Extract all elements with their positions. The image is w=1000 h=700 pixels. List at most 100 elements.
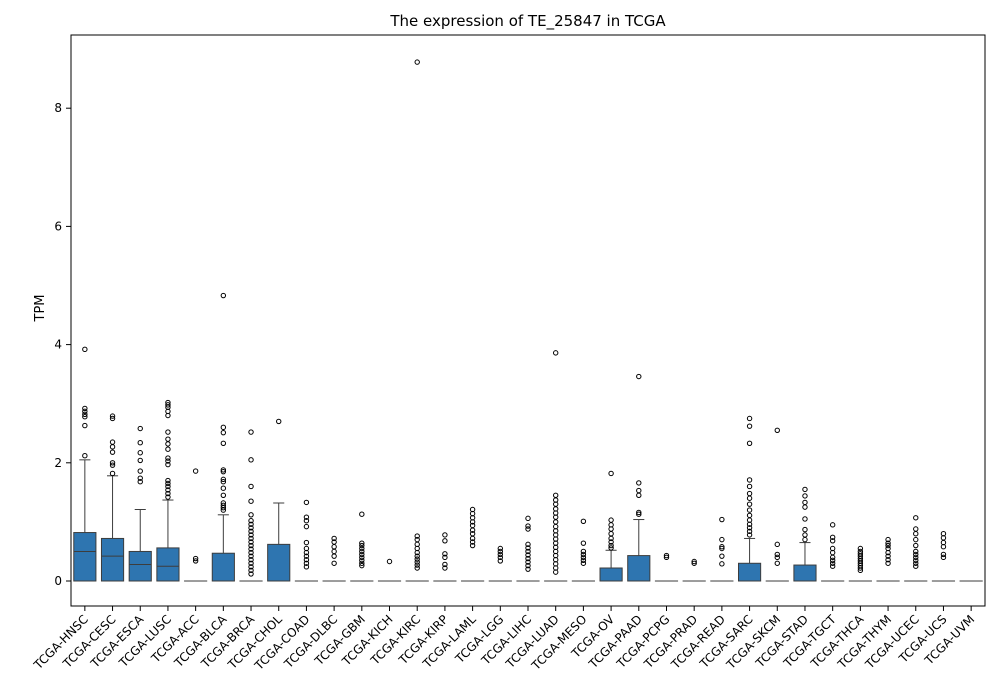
outlier-point <box>248 564 254 570</box>
outlier-point <box>137 440 143 446</box>
outlier-point <box>802 499 808 506</box>
outlier-point <box>359 542 365 549</box>
outlier-point <box>663 554 670 561</box>
outlier-point <box>248 571 254 577</box>
outlier-point <box>913 554 919 561</box>
outlier-point <box>746 483 753 490</box>
outlier-point <box>414 565 420 571</box>
outlier-point <box>248 429 254 435</box>
y-axis-label: TPM <box>33 295 48 323</box>
outlier-point <box>691 560 697 566</box>
outlier-point <box>82 346 88 353</box>
outlier-point <box>414 59 420 65</box>
outlier-point <box>303 518 310 524</box>
outlier-point <box>109 439 116 445</box>
outlier-point <box>359 560 365 566</box>
outlier-point <box>165 399 171 406</box>
outlier-point <box>746 495 753 501</box>
outlier-point <box>109 444 116 450</box>
outlier-point <box>636 509 642 516</box>
outlier-point <box>248 549 254 556</box>
box <box>100 537 125 582</box>
outlier-point <box>137 450 143 456</box>
outlier-point <box>608 517 614 523</box>
outlier-point <box>248 528 254 535</box>
outlier-point <box>165 441 171 447</box>
outlier-point <box>608 531 614 537</box>
outlier-point <box>192 558 199 564</box>
outlier-point <box>303 545 310 552</box>
outlier-point <box>857 545 864 552</box>
outlier-point <box>469 542 476 549</box>
chart-title: The expression of TE_25847 in TCGA <box>389 12 666 31</box>
outlier-point <box>165 461 171 468</box>
outlier-point <box>913 557 919 564</box>
outlier-point <box>636 480 642 486</box>
outlier-point <box>248 560 254 566</box>
outlier-point <box>359 554 365 561</box>
outlier-point <box>774 427 780 433</box>
outlier-point <box>303 539 310 546</box>
outlier-point <box>829 554 836 561</box>
outlier-point <box>137 425 143 432</box>
outlier-point <box>165 458 171 464</box>
outlier-point <box>802 532 808 538</box>
outlier-point <box>220 476 227 483</box>
outlier-point <box>746 501 753 507</box>
outlier-point <box>303 564 310 570</box>
outlier-point <box>525 562 531 569</box>
outlier-point <box>580 554 587 561</box>
outlier-point <box>165 477 171 484</box>
outlier-point <box>109 415 116 422</box>
outlier-point <box>220 485 227 491</box>
outlier-point <box>359 548 365 555</box>
outlier-point <box>248 512 254 518</box>
outlier-point <box>829 522 836 528</box>
outlier-point <box>442 565 448 571</box>
outlier-point <box>746 525 753 531</box>
outlier-point <box>303 499 310 506</box>
outlier-point <box>774 554 780 561</box>
outlier-point <box>913 563 919 569</box>
box <box>73 532 97 582</box>
outlier-point <box>442 554 448 561</box>
outlier-point <box>940 554 947 561</box>
y-tick-label: 6 <box>54 219 62 233</box>
outlier-point <box>248 539 254 545</box>
box <box>267 543 291 582</box>
outlier-point <box>359 557 365 564</box>
outlier-point <box>857 548 864 555</box>
outlier-point <box>82 422 88 429</box>
outlier-point <box>192 555 199 562</box>
outlier-point <box>303 514 310 520</box>
outlier-point <box>746 532 753 538</box>
box <box>627 555 651 582</box>
outlier-point <box>913 536 919 543</box>
outlier-point <box>442 532 448 538</box>
outlier-point <box>940 551 947 558</box>
outlier-point <box>829 563 836 569</box>
outlier-point <box>552 350 559 356</box>
outlier-point <box>359 562 365 569</box>
outlier-point <box>885 553 891 559</box>
outlier-point <box>469 531 476 537</box>
outlier-point <box>82 414 88 420</box>
outlier-point <box>885 557 891 563</box>
outlier-point <box>442 551 448 557</box>
outlier-point <box>636 373 642 380</box>
outlier-point <box>137 479 143 485</box>
outlier-point <box>165 490 171 497</box>
outlier-point <box>580 548 587 555</box>
outlier-point <box>414 536 420 543</box>
outlier-point <box>82 408 88 415</box>
outlier-point <box>220 500 227 506</box>
outlier-point <box>829 560 836 566</box>
outlier-point <box>580 557 587 564</box>
outlier-point <box>608 542 614 549</box>
outlier-point <box>525 566 531 572</box>
outlier-point <box>220 429 227 436</box>
outlier-point <box>165 446 171 452</box>
outlier-point <box>303 557 310 563</box>
outlier-point <box>525 555 531 562</box>
outlier-point <box>913 526 919 532</box>
